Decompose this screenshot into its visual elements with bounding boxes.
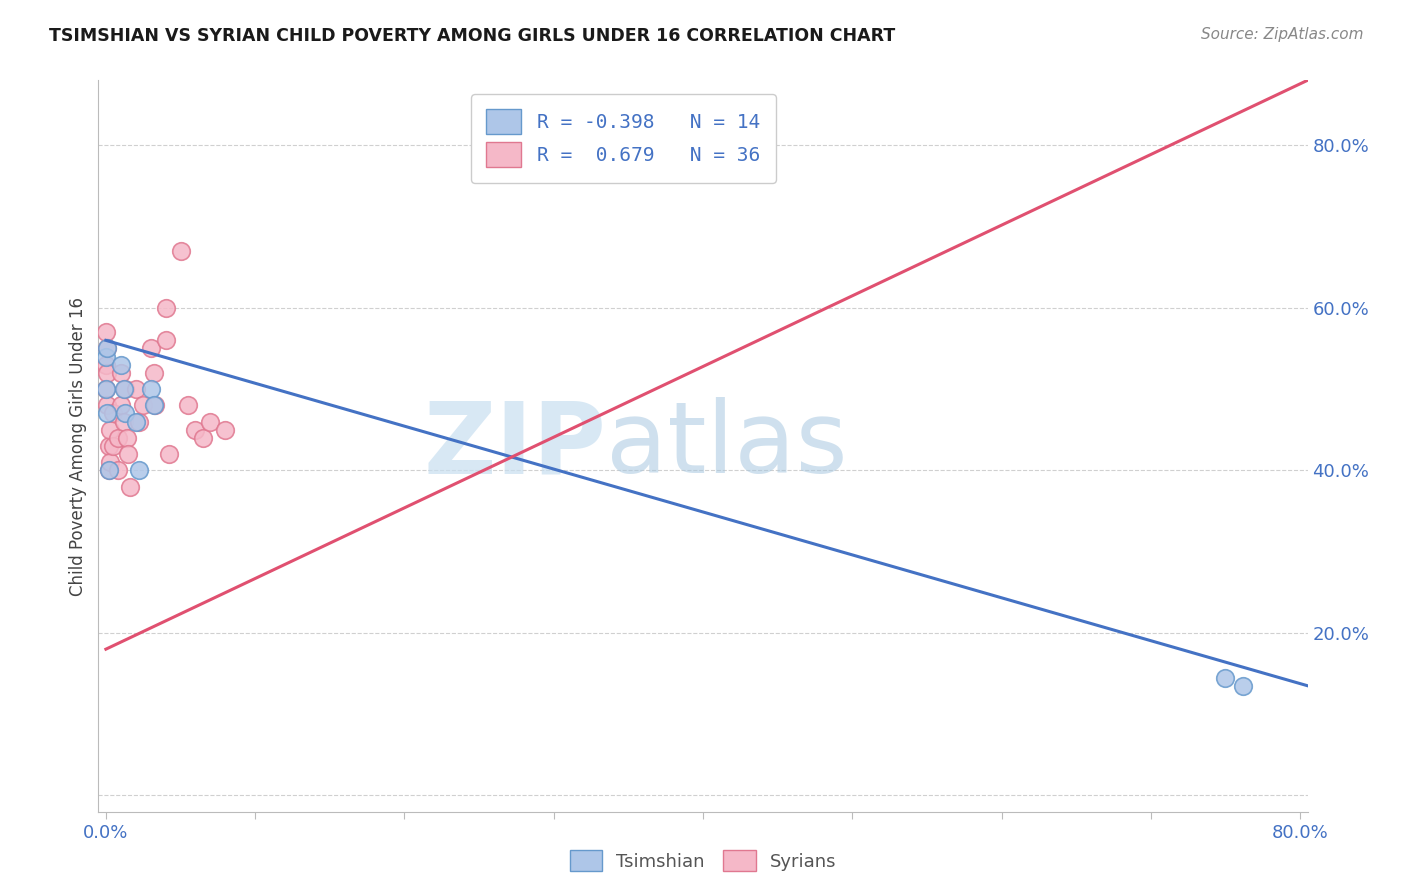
- Point: [139, 342, 162, 356]
- Point: [214, 423, 236, 437]
- Text: TSIMSHIAN VS SYRIAN CHILD POVERTY AMONG GIRLS UNDER 16 CORRELATION CHART: TSIMSHIAN VS SYRIAN CHILD POVERTY AMONG …: [49, 27, 896, 45]
- Y-axis label: Child Poverty Among Girls Under 16: Child Poverty Among Girls Under 16: [69, 296, 87, 596]
- Point: [98, 455, 121, 469]
- Text: Source: ZipAtlas.com: Source: ZipAtlas.com: [1201, 27, 1364, 42]
- Point: [97, 439, 120, 453]
- Point: [114, 382, 136, 396]
- Point: [115, 431, 138, 445]
- Point: [98, 423, 121, 437]
- Point: [128, 463, 150, 477]
- Point: [112, 415, 135, 429]
- Point: [191, 431, 214, 445]
- Point: [97, 463, 120, 477]
- Point: [142, 366, 165, 380]
- Point: [103, 439, 125, 453]
- Point: [155, 334, 177, 348]
- Point: [157, 447, 180, 461]
- Point: [132, 398, 155, 412]
- Point: [96, 342, 118, 356]
- Text: ZIP: ZIP: [423, 398, 606, 494]
- Point: [96, 342, 118, 356]
- Point: [118, 480, 141, 494]
- Point: [114, 407, 136, 421]
- Point: [110, 366, 132, 380]
- Point: [94, 358, 117, 372]
- Point: [184, 423, 207, 437]
- Point: [1215, 671, 1237, 685]
- Point: [128, 415, 150, 429]
- Legend: R = -0.398   N = 14, R =  0.679   N = 36: R = -0.398 N = 14, R = 0.679 N = 36: [471, 94, 776, 183]
- Point: [96, 407, 118, 421]
- Point: [107, 431, 129, 445]
- Point: [125, 415, 148, 429]
- Point: [200, 415, 222, 429]
- Text: atlas: atlas: [606, 398, 848, 494]
- Point: [94, 325, 117, 339]
- Point: [117, 447, 139, 461]
- Point: [142, 398, 165, 412]
- Point: [94, 382, 117, 396]
- Point: [177, 398, 200, 412]
- Point: [96, 366, 118, 380]
- Point: [125, 382, 148, 396]
- Point: [155, 301, 177, 315]
- Point: [97, 463, 120, 477]
- Point: [107, 463, 129, 477]
- Point: [1232, 679, 1254, 693]
- Point: [110, 358, 132, 372]
- Point: [103, 407, 125, 421]
- Point: [110, 398, 132, 412]
- Point: [94, 350, 117, 364]
- Point: [169, 244, 191, 258]
- Point: [94, 382, 117, 396]
- Legend: Tsimshian, Syrians: Tsimshian, Syrians: [562, 843, 844, 879]
- Point: [139, 382, 162, 396]
- Point: [96, 398, 118, 412]
- Point: [112, 382, 135, 396]
- Point: [143, 398, 166, 412]
